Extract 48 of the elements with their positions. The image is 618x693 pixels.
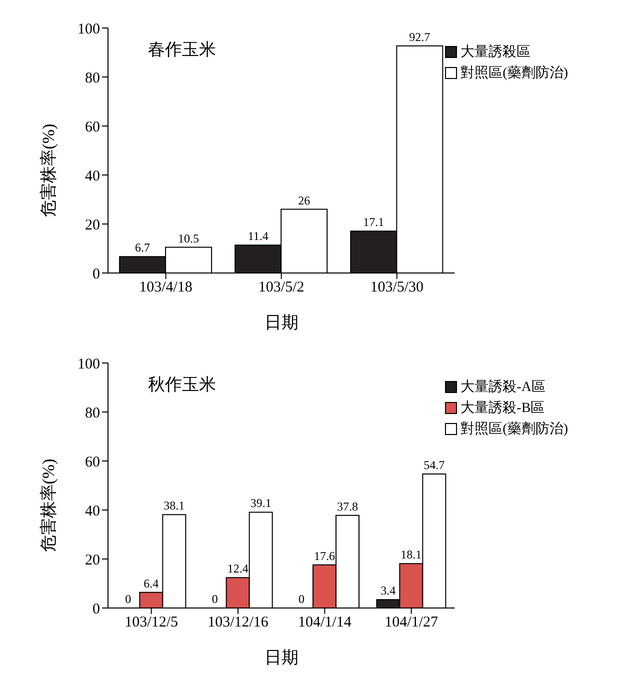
y-tick-label: 20 xyxy=(85,552,100,568)
data-label: 17.1 xyxy=(363,215,384,230)
y-tick-label: 40 xyxy=(85,503,100,520)
data-label: 6.4 xyxy=(144,576,159,590)
data-label: 26 xyxy=(298,193,310,208)
data-label: 0 xyxy=(212,592,218,606)
x-tick-label: 103/4/18 xyxy=(139,280,192,296)
data-label: 54.7 xyxy=(424,458,445,472)
x-tick-label: 103/5/30 xyxy=(370,280,424,296)
legend-label: 大量誘殺-B區 xyxy=(460,400,545,417)
y-axis-title: 危害株率(%) xyxy=(39,124,58,218)
data-label: 0 xyxy=(125,592,132,606)
data-label: 92.7 xyxy=(409,30,430,44)
legend-label: 對照區(藥劑防治) xyxy=(460,64,568,82)
y-tick-label: 60 xyxy=(85,119,100,136)
text: 春作玉米 xyxy=(148,39,216,61)
x-tick-label: 104/1/14 xyxy=(298,614,352,631)
data-label: 11.4 xyxy=(248,229,268,244)
data-label: 37.8 xyxy=(337,499,358,514)
x-tick-label: 103/12/16 xyxy=(208,614,269,631)
data-label: 10.5 xyxy=(178,231,200,246)
data-label: 0 xyxy=(298,592,305,606)
data-label: 3.4 xyxy=(380,584,396,598)
x-tick-label: 104/1/27 xyxy=(384,614,438,631)
y-axis-title: 危害株率(%) xyxy=(39,458,58,552)
data-label: 18.1 xyxy=(400,548,422,562)
x-axis-title: 日期 xyxy=(264,648,298,667)
y-tick-label: 0 xyxy=(92,601,100,618)
data-label: 38.1 xyxy=(164,498,185,513)
data-label: 39.1 xyxy=(250,496,272,510)
y-tick-label: 40 xyxy=(85,168,100,184)
y-tick-label: 100 xyxy=(78,21,100,38)
legend-label: 對照區(藥劑防治) xyxy=(460,420,568,438)
y-tick-label: 80 xyxy=(85,405,100,422)
y-tick-label: 100 xyxy=(78,356,100,372)
data-label: 6.7 xyxy=(135,240,150,255)
text: 秋作玉米 xyxy=(148,374,216,396)
x-tick-label: 103/12/5 xyxy=(124,614,178,631)
x-axis-title: 日期 xyxy=(264,313,298,332)
y-tick-label: 0 xyxy=(92,266,100,282)
legend-label: 大量誘殺區 xyxy=(460,44,531,61)
y-tick-label: 60 xyxy=(85,454,100,470)
data-label: 17.6 xyxy=(314,548,336,563)
data-label: 12.4 xyxy=(227,562,248,576)
x-tick-label: 103/5/2 xyxy=(258,280,304,296)
legend-label: 大量誘殺-A區 xyxy=(460,378,546,396)
y-tick-label: 20 xyxy=(85,217,100,234)
y-tick-label: 80 xyxy=(85,70,100,86)
